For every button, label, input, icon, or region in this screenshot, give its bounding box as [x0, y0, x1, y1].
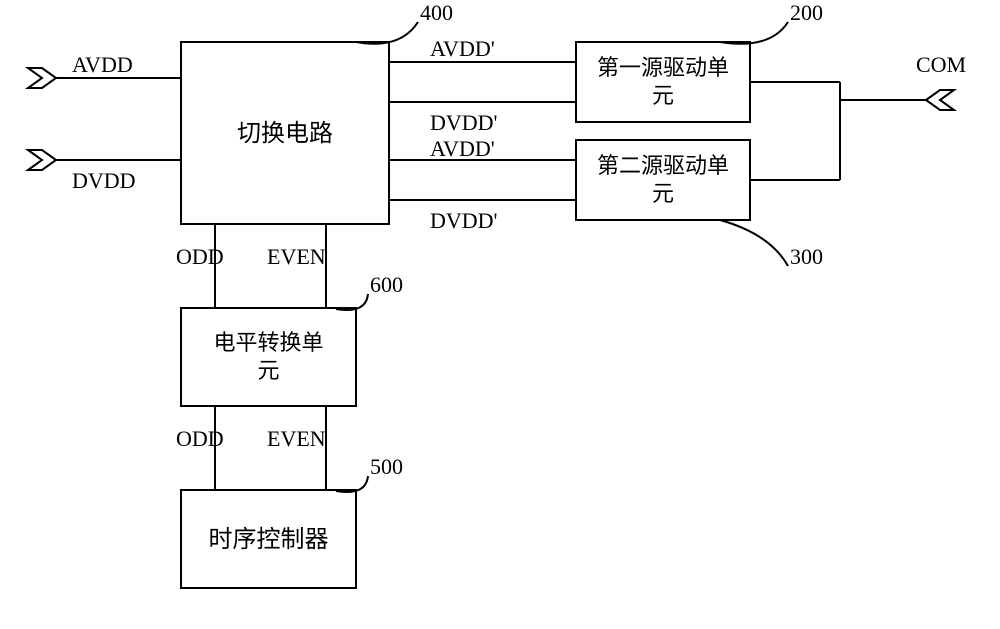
callout-c400: 400 — [420, 0, 453, 25]
pin — [926, 90, 954, 110]
block-src2 — [576, 140, 750, 220]
block-switch-label: 切换电路 — [237, 120, 333, 147]
label-d2: DVDD' — [430, 208, 498, 233]
pin — [28, 150, 56, 170]
label-a1: AVDD' — [430, 36, 495, 61]
label-d1: DVDD' — [430, 110, 498, 135]
callout-leader-c300 — [720, 220, 788, 266]
block-src1-label-0: 第一源驱动单 — [597, 55, 729, 80]
callout-c500: 500 — [370, 454, 403, 479]
callout-c200: 200 — [790, 0, 823, 25]
label-com: COM — [916, 52, 966, 77]
block-src2-label-0: 第二源驱动单 — [597, 153, 729, 178]
block-timing-label: 时序控制器 — [209, 526, 329, 553]
block-src1-label-1: 元 — [652, 83, 674, 108]
label-avdd: AVDD — [72, 52, 133, 77]
label-odd2: ODD — [176, 426, 224, 451]
callout-c300: 300 — [790, 244, 823, 269]
block-level — [181, 308, 356, 406]
label-even2: EVEN — [267, 426, 326, 451]
block-src2-label-1: 元 — [652, 181, 674, 206]
label-a2: AVDD' — [430, 136, 495, 161]
block-diagram: 切换电路第一源驱动单元第二源驱动单元电平转换单元时序控制器AVDDDVDDAVD… — [0, 0, 1000, 629]
block-src1 — [576, 42, 750, 122]
label-even1: EVEN — [267, 244, 326, 269]
callout-leader-c200 — [720, 22, 788, 44]
callout-c600: 600 — [370, 272, 403, 297]
callout-leader-c400 — [356, 22, 418, 44]
block-level-label-1: 元 — [257, 358, 279, 383]
block-level-label-0: 电平转换单 — [213, 330, 323, 355]
label-odd1: ODD — [176, 244, 224, 269]
label-dvdd: DVDD — [72, 168, 136, 193]
pin — [28, 68, 56, 88]
